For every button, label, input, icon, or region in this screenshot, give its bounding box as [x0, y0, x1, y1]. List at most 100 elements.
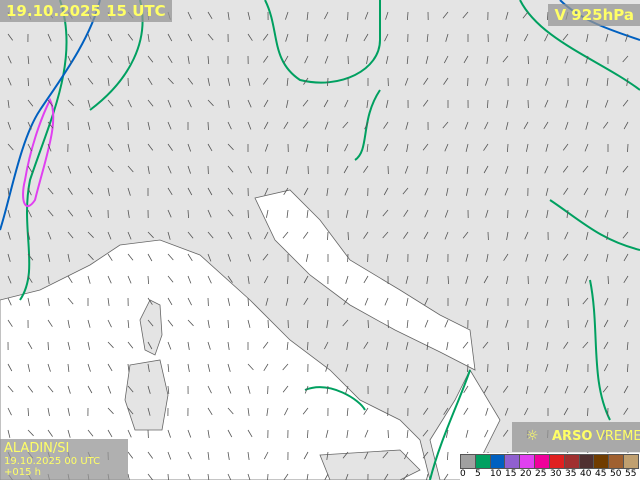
wind-barb	[167, 187, 173, 196]
wind-barb	[327, 231, 329, 241]
wind-barb	[623, 385, 629, 394]
wind-barb	[167, 33, 173, 42]
wind-barb	[364, 451, 369, 460]
wind-barb	[87, 429, 94, 437]
wind-barb	[426, 253, 429, 262]
wind-barb	[485, 77, 489, 86]
legend-label: 45	[595, 469, 607, 479]
wind-barb	[67, 209, 74, 217]
wind-barb	[505, 33, 509, 42]
wind-barb	[627, 363, 629, 373]
wind-barb	[582, 341, 589, 349]
wind-barb	[544, 165, 549, 174]
wind-barb	[147, 385, 151, 394]
wind-barb	[266, 209, 269, 218]
wind-barb	[67, 341, 71, 350]
wind-barb	[544, 99, 549, 108]
wind-barb	[544, 33, 549, 42]
sun-icon: ☼	[526, 428, 539, 444]
wind-barb	[302, 99, 309, 107]
wind-barb	[463, 55, 469, 64]
wind-barb	[363, 231, 369, 239]
wind-barb	[486, 319, 489, 328]
wind-barb	[403, 231, 409, 239]
wind-barb	[167, 231, 171, 240]
wind-barb	[47, 99, 54, 107]
wind-barb	[247, 231, 252, 240]
wind-barb	[7, 275, 12, 284]
wind-barb	[324, 33, 329, 42]
wind-barb	[147, 99, 154, 107]
wind-barb	[567, 297, 569, 307]
wind-barb	[127, 253, 134, 261]
wind-barb	[342, 319, 349, 327]
wind-barb	[383, 187, 389, 196]
wind-barb	[382, 231, 389, 239]
wind-barb	[127, 407, 134, 415]
wind-barb	[127, 429, 132, 438]
wind-barb	[7, 253, 11, 262]
legend-swatch	[579, 455, 595, 468]
wind-barb	[546, 209, 549, 218]
wind-barb	[67, 165, 72, 174]
wind-barb	[47, 253, 51, 262]
wind-barb	[285, 165, 289, 174]
wind-barb	[466, 165, 469, 174]
ionian-sea	[429, 369, 501, 480]
wind-barb	[585, 231, 589, 240]
legend-swatch	[490, 455, 506, 468]
wind-barb	[307, 319, 309, 329]
wind-barb	[503, 253, 509, 261]
wind-barb	[585, 99, 589, 108]
wind-barb	[167, 341, 172, 350]
legend-labels: 0 5 10 15 20 25 30 35 40 45 50 55	[460, 469, 640, 479]
wind-barb	[442, 11, 449, 19]
wind-barb	[624, 187, 629, 196]
wind-barb	[585, 55, 589, 64]
wind-barb	[562, 165, 569, 173]
model-run: 19.10.2025 00 UTC +015 h	[4, 456, 101, 478]
wind-barb	[227, 341, 230, 350]
wind-barb	[107, 407, 114, 415]
wind-barb	[485, 407, 489, 416]
wind-barb	[463, 407, 469, 415]
wind-barb	[406, 143, 409, 152]
wind-barb	[127, 187, 131, 196]
wind-barb	[285, 33, 289, 42]
wind-barb	[227, 99, 230, 108]
wind-barb	[7, 385, 14, 393]
wind-barb	[47, 341, 49, 351]
wind-barb	[127, 275, 132, 284]
wind-barb	[127, 231, 132, 240]
wind-barb	[405, 121, 409, 130]
brand-box[interactable]: ☼ ARSO VREME	[512, 422, 640, 452]
wind-barb	[564, 385, 569, 394]
wind-barb	[565, 99, 569, 108]
wind-barb	[47, 187, 54, 195]
wind-barb	[127, 451, 134, 459]
wind-barb	[442, 121, 449, 129]
wind-barb	[622, 55, 629, 63]
wind-barb	[307, 341, 309, 351]
legend-swatch	[535, 455, 550, 468]
wind-barb	[385, 55, 389, 64]
wind-barb	[27, 341, 33, 350]
wind-barb	[364, 11, 369, 20]
wind-barb	[227, 165, 234, 173]
wind-barb	[107, 341, 114, 349]
wind-barbs	[7, 11, 629, 480]
legend-label: 15	[505, 469, 517, 479]
wind-barb	[465, 143, 469, 152]
wind-barb	[623, 121, 629, 130]
wind-barb	[47, 231, 52, 240]
corsica	[139, 299, 163, 356]
wind-barb	[605, 33, 609, 42]
wind-barb	[247, 297, 249, 307]
wind-barb	[27, 77, 29, 87]
wind-barb	[404, 77, 409, 86]
wind-barb	[422, 99, 429, 107]
wind-barb	[263, 363, 269, 372]
wind-barb	[464, 121, 469, 130]
wind-barb	[384, 33, 389, 42]
wind-barb	[285, 297, 289, 306]
